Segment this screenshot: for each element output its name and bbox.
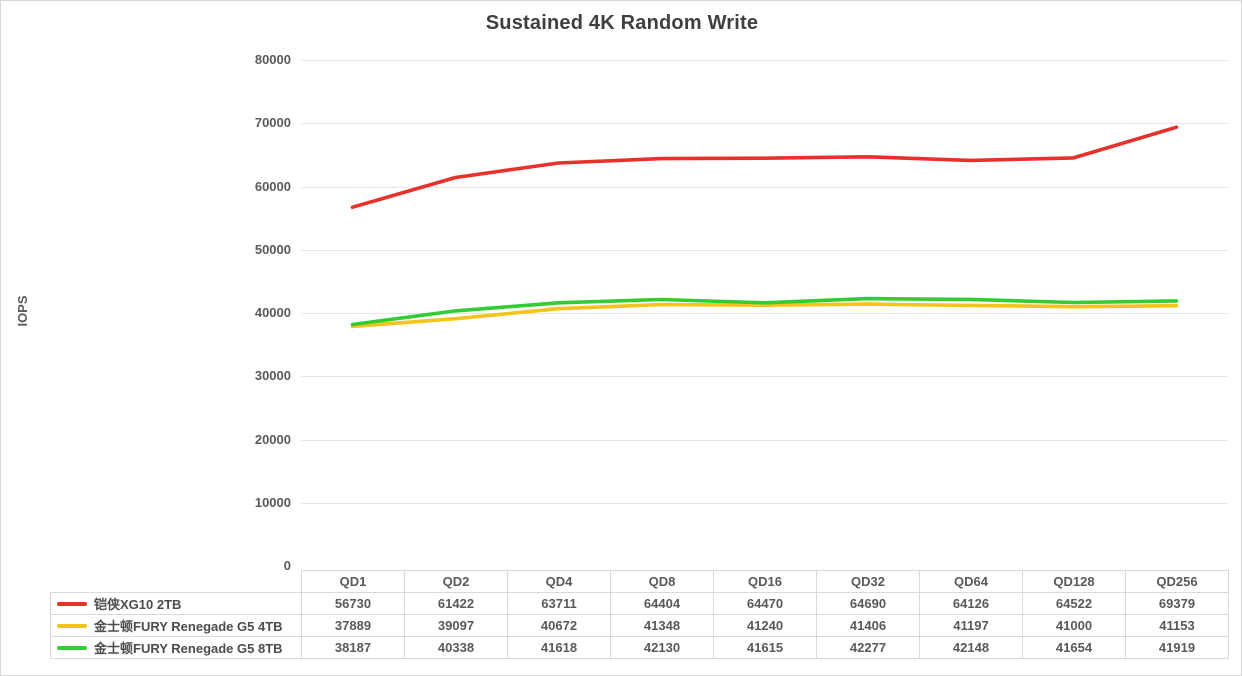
plot-area [301,60,1228,566]
y-tick-label: 30000 [254,368,291,384]
gridline [301,187,1228,188]
legend-swatch-line [57,601,87,606]
table-value-cell: 40672 [507,614,611,637]
table-corner-cell [50,570,302,593]
table-value-cell: 40338 [404,636,508,659]
x-category-header: QD128 [1022,570,1126,593]
series-lines [350,125,1179,329]
legend-series-label: 金士顿FURY Renegade G5 8TB [94,641,283,656]
x-category-header: QD8 [610,570,714,593]
table-value-cell: 38187 [301,636,405,659]
table-value-cell: 41348 [610,614,714,637]
chart-title: Sustained 4K Random Write [485,12,759,34]
table-row: 铠侠XG10 2TB 56730 61422 63711 64404 64470 64690… [50,592,1229,615]
x-category-header: QD256 [1125,570,1229,593]
y-tick-label: 0 [283,558,291,573]
x-category-header: QD16 [713,570,817,593]
x-category-header: QD4 [507,570,611,593]
legend-cell: 金士顿FURY Renegade G5 8TB [50,636,302,659]
legend-swatch-line [57,623,87,628]
table-value-cell: 42148 [919,636,1023,659]
gridline [301,376,1228,377]
legend-cell: 铠侠XG10 2TB [50,592,302,615]
y-tick-label: 10000 [254,494,291,510]
series-line [350,302,1179,329]
table-value-cell: 41197 [919,614,1023,637]
gridline [301,313,1228,314]
table-value-cell: 39097 [404,614,508,637]
y-tick-label: 80000 [254,52,291,67]
table-value-cell: 64126 [919,592,1023,615]
y-axis-title: IOPS [15,295,30,327]
table-value-cell: 41919 [1125,636,1229,659]
legend-series-label: 铠侠XG10 2TB [94,597,182,612]
x-category-header: QD2 [404,570,508,593]
table-header-row: QD1 QD2 QD4 QD8 QD16 QD32 QD64 QD128 QD256 [50,570,1229,593]
table-value-cell: 41615 [713,636,817,659]
series-line [350,125,1179,209]
table-value-cell: 42130 [610,636,714,659]
y-tick-label: 60000 [254,178,291,194]
y-tick-label: 70000 [254,115,291,131]
y-tick-label: 20000 [254,431,291,447]
table-value-cell: 41618 [507,636,611,659]
table-value-cell: 42277 [816,636,920,659]
legend-cell: 金士顿FURY Renegade G5 4TB [50,614,302,637]
table-row: 金士顿FURY Renegade G5 8TB 38187 40338 41618 42… [50,636,1229,659]
y-tick-label: 50000 [254,241,291,257]
x-category-header: QD32 [816,570,920,593]
gridline [301,123,1228,124]
table-value-cell: 64404 [610,592,714,615]
y-tick-label: 40000 [254,305,291,320]
legend-swatch-line [57,645,87,650]
table-value-cell: 64470 [713,592,817,615]
table-value-cell: 41240 [713,614,817,637]
legend-series-label: 金士顿FURY Renegade G5 4TB [94,619,283,634]
table-value-cell: 41654 [1022,636,1126,659]
table-row: 金士顿FURY Renegade G5 4TB 37889 39097 40672 41… [50,614,1229,637]
data-table: QD1 QD2 QD4 QD8 QD16 QD32 QD64 QD128 QD256 铠侠XG10… [50,570,1229,659]
table-value-cell: 37889 [301,614,405,637]
table-value-cell: 56730 [301,592,405,615]
gridline [301,503,1228,504]
series-line [350,296,1179,327]
x-category-header: QD64 [919,570,1023,593]
table-value-cell: 64522 [1022,592,1126,615]
table-value-cell: 64690 [816,592,920,615]
gridline [301,60,1228,61]
gridline [301,440,1228,441]
table-value-cell: 41000 [1022,614,1126,637]
table-value-cell: 41406 [816,614,920,637]
table-value-cell: 69379 [1125,592,1229,615]
x-category-header: QD1 [301,570,405,593]
table-value-cell: 63711 [507,592,611,615]
gridline [301,250,1228,251]
table-value-cell: 41153 [1125,614,1229,637]
table-value-cell: 61422 [404,592,508,615]
